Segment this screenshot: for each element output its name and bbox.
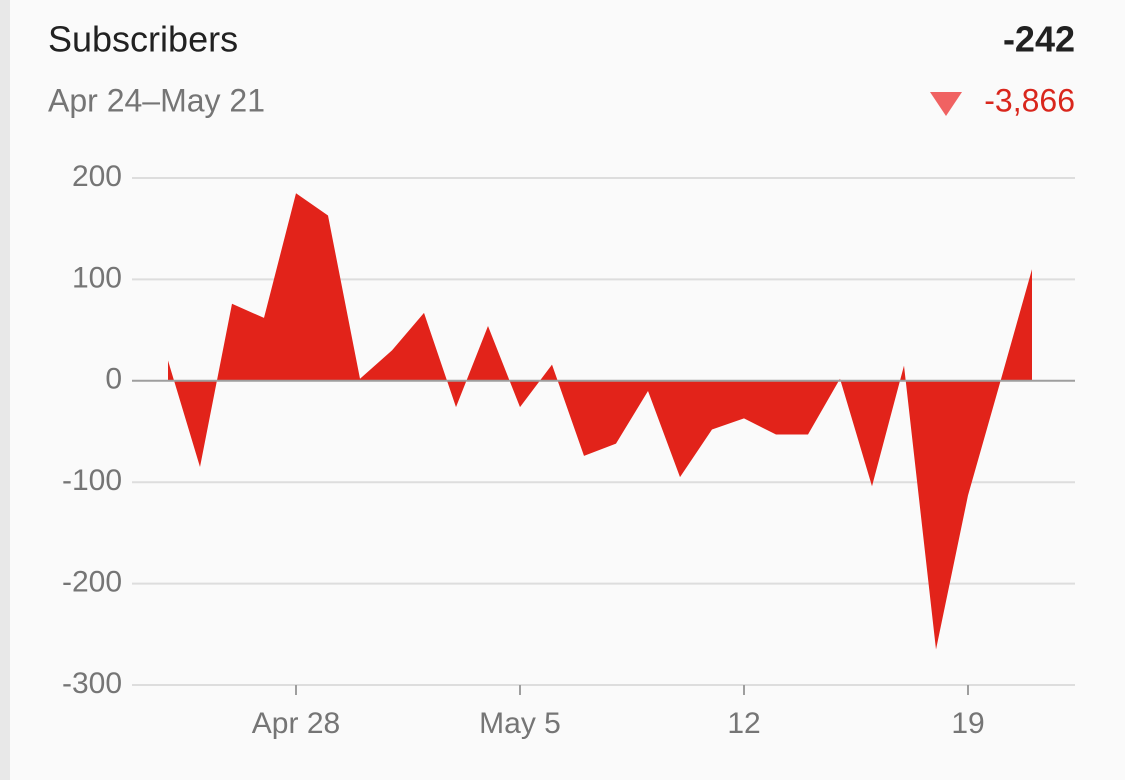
chart-title: Subscribers bbox=[48, 19, 238, 60]
y-tick-label: 100 bbox=[72, 261, 122, 294]
date-range: Apr 24–May 21 bbox=[48, 82, 265, 118]
x-tick-label: 12 bbox=[727, 707, 760, 740]
edge-shadow bbox=[0, 0, 10, 780]
x-tick-label: Apr 28 bbox=[252, 707, 340, 740]
x-tick-label: 19 bbox=[951, 707, 984, 740]
change: -3,866 bbox=[984, 82, 1075, 118]
total: -242 bbox=[1003, 19, 1075, 60]
x-tick-label: May 5 bbox=[479, 707, 561, 740]
y-tick-label: 0 bbox=[105, 363, 122, 396]
y-tick-label: -200 bbox=[62, 566, 122, 599]
area bbox=[168, 193, 1032, 650]
down-arrow bbox=[930, 92, 962, 116]
y-tick-label: -300 bbox=[62, 667, 122, 700]
y-tick-label: -100 bbox=[62, 464, 122, 497]
y-tick-label: 200 bbox=[72, 160, 122, 193]
